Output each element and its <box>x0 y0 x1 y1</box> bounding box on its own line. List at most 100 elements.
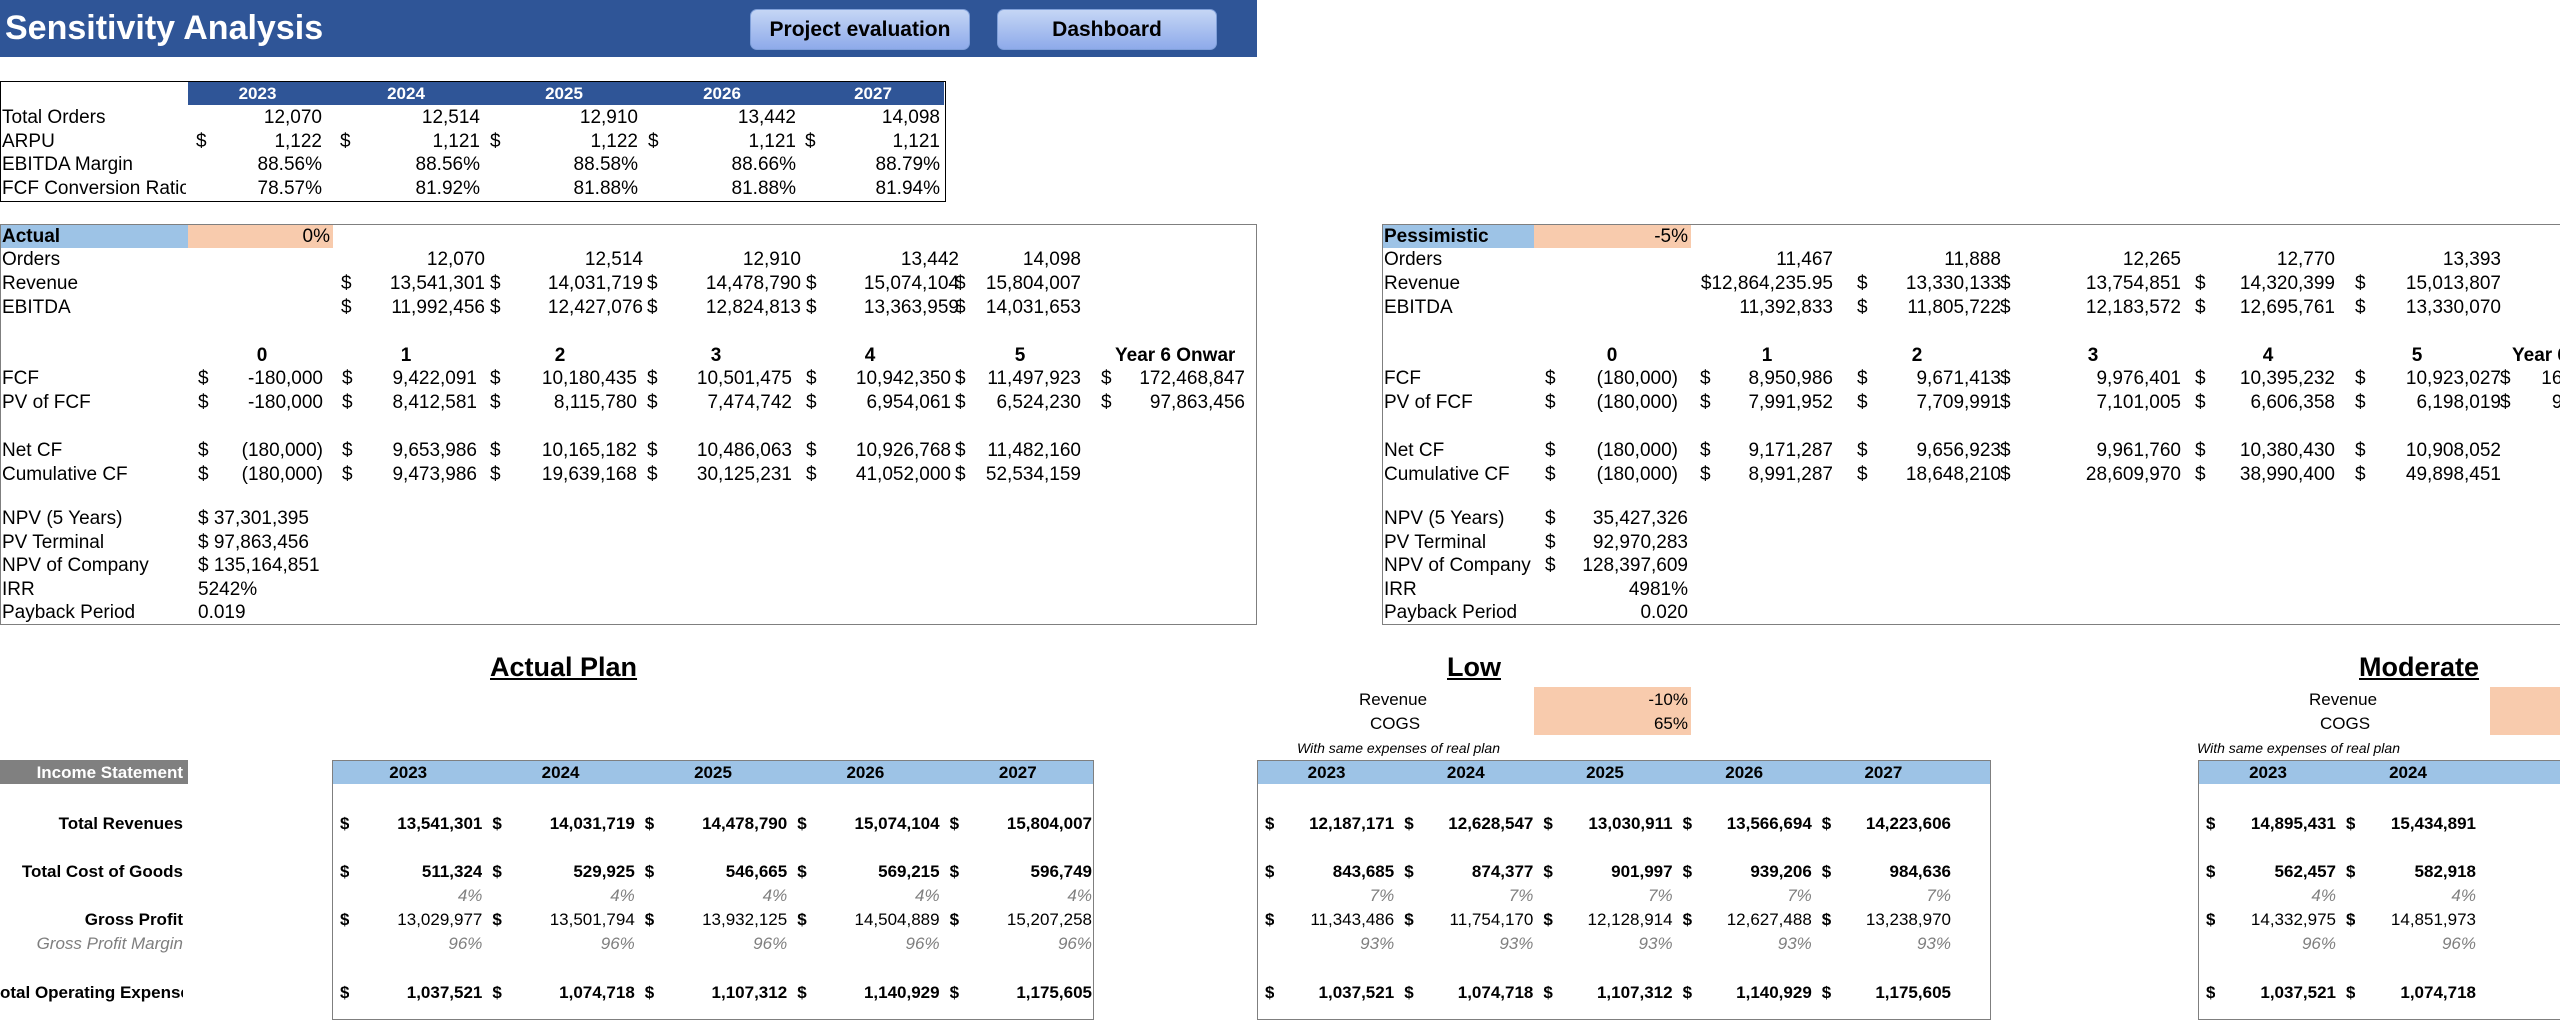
metric-value[interactable]: 35,427,326 <box>1592 508 1688 529</box>
summary-cell[interactable]: 1,122 <box>590 130 638 152</box>
actual-is-cell[interactable]: 15,804,007 <box>1006 814 1092 833</box>
low-is-cell[interactable]: 7% <box>1508 886 1534 905</box>
low-is-cell[interactable]: 7% <box>1926 886 1951 905</box>
cashflow-cell[interactable]: 7,474,742 <box>707 392 792 413</box>
ops-cell[interactable]: 14,098 <box>1022 249 1081 270</box>
low-is-cell[interactable]: 7% <box>1369 886 1395 905</box>
low-is-cell[interactable]: 984,636 <box>1889 862 1951 881</box>
ops-cell[interactable]: 13,330,070 <box>2405 297 2501 318</box>
cashflow-cell[interactable]: 9,422,091 <box>392 368 477 389</box>
cashflow-cell[interactable]: 8,991,287 <box>1748 464 1833 485</box>
summary-cell[interactable]: 88.66% <box>731 154 796 175</box>
low-is-cell[interactable]: 12,627,488 <box>1726 910 1812 929</box>
metric-value[interactable]: 0.020 <box>1640 602 1688 623</box>
cashflow-cell[interactable]: 6,954,061 <box>866 392 951 413</box>
project-evaluation-button[interactable]: Project evaluation <box>750 9 970 50</box>
cashflow-cell[interactable]: (180,000) <box>241 440 323 461</box>
summary-cell[interactable]: 13,442 <box>737 107 796 128</box>
actual-is-cell[interactable]: 1,140,929 <box>863 983 940 1002</box>
ops-cell[interactable]: 15,013,807 <box>2405 273 2501 294</box>
actual-is-cell[interactable]: 596,749 <box>1030 862 1092 881</box>
actual-is-cell[interactable]: 1,107,312 <box>711 983 788 1002</box>
cashflow-cell[interactable]: 41,052,000 <box>855 464 951 485</box>
ops-cell[interactable]: 15,804,007 <box>985 273 1081 294</box>
moderate-is-cell[interactable]: 14,332,975 <box>2250 910 2336 929</box>
cashflow-cell[interactable]: -180,000 <box>247 368 323 389</box>
low-is-cell[interactable]: 13,030,911 <box>1588 814 1673 833</box>
low-is-cell[interactable]: 11,754,170 <box>1449 910 1534 929</box>
cashflow-cell[interactable]: 49,898,451 <box>2405 464 2501 485</box>
cashflow-cell[interactable]: 172,468,847 <box>1139 368 1245 389</box>
cashflow-cell[interactable]: 8,115,780 <box>553 392 637 413</box>
summary-cell[interactable]: 81.88% <box>573 177 638 199</box>
ops-cell[interactable]: $12,864,235.95 <box>1700 273 1833 294</box>
actual-is-cell[interactable]: 511,324 <box>421 862 483 881</box>
moderate-is-cell[interactable]: 15,434,891 <box>2390 814 2476 833</box>
low-is-cell[interactable]: 1,107,312 <box>1596 983 1673 1002</box>
cashflow-cell[interactable]: 10,501,475 <box>696 368 792 389</box>
summary-cell[interactable]: 1,121 <box>748 130 796 152</box>
ops-cell[interactable]: 13,330,133 <box>1905 273 2001 294</box>
low-is-cell[interactable]: 939,206 <box>1750 862 1812 881</box>
cashflow-cell[interactable]: 8,412,581 <box>392 392 477 413</box>
actual-is-cell[interactable]: 1,037,521 <box>406 983 483 1002</box>
actual-is-cell[interactable]: 14,478,790 <box>702 814 788 833</box>
actual-is-cell[interactable]: 1,074,718 <box>559 983 635 1002</box>
moderate-is-cell[interactable]: 562,457 <box>2274 862 2336 881</box>
summary-cell[interactable]: 12,910 <box>579 107 638 128</box>
cashflow-cell[interactable]: 11,482,160 <box>987 440 1081 461</box>
cashflow-cell[interactable]: 10,165,182 <box>541 440 637 461</box>
metric-value[interactable]: 128,397,609 <box>1582 555 1688 576</box>
cashflow-cell[interactable]: 7,991,952 <box>1748 392 1833 413</box>
metric-value[interactable]: 5242% <box>198 578 258 600</box>
ops-cell[interactable]: 14,031,653 <box>985 297 1081 318</box>
cashflow-cell[interactable]: 19,639,168 <box>541 464 637 485</box>
ops-cell[interactable]: 12,695,761 <box>2239 297 2335 318</box>
actual-is-cell[interactable]: 96% <box>448 934 483 953</box>
scenario-pct[interactable]: 0% <box>302 226 330 247</box>
cashflow-cell[interactable]: 7,101,005 <box>2096 392 2181 413</box>
low-is-cell[interactable]: 14,223,606 <box>1865 814 1951 833</box>
moderate-is-cell[interactable]: 14,895,431 <box>2250 814 2336 833</box>
cashflow-cell[interactable]: -180,000 <box>247 392 323 413</box>
low-is-cell[interactable]: 12,187,171 <box>1309 814 1395 833</box>
low-is-cell[interactable]: 12,128,914 <box>1587 910 1673 929</box>
cashflow-cell[interactable]: 10,908,052 <box>2405 440 2501 461</box>
cashflow-cell[interactable]: 8,950,986 <box>1748 368 1833 389</box>
summary-cell[interactable]: 14,098 <box>881 107 940 128</box>
summary-cell[interactable]: 81.94% <box>875 177 940 199</box>
ops-cell[interactable]: 11,392,833 <box>1739 297 1833 318</box>
summary-cell[interactable]: 12,514 <box>421 107 480 128</box>
metric-value[interactable]: 0.019 <box>198 602 246 623</box>
summary-cell[interactable]: 1,121 <box>892 130 940 152</box>
dashboard-button[interactable]: Dashboard <box>997 9 1217 50</box>
low-is-cell[interactable]: 901,997 <box>1611 862 1673 881</box>
ops-cell[interactable]: 12,514 <box>584 249 643 270</box>
actual-is-cell[interactable]: 4% <box>762 886 788 905</box>
low-is-cell[interactable]: 11,343,486 <box>1310 910 1395 929</box>
cashflow-cell[interactable]: 7,709,991 <box>1916 392 2001 413</box>
cashflow-cell[interactable]: 10,926,768 <box>855 440 951 461</box>
cashflow-cell[interactable]: 10,180,435 <box>541 368 637 389</box>
ops-cell[interactable]: 11,992,456 <box>391 297 485 318</box>
low-is-cell[interactable]: 93% <box>1360 934 1395 953</box>
summary-cell[interactable]: 88.56% <box>415 154 480 175</box>
ops-cell[interactable]: 15,074,104 <box>863 273 959 294</box>
ops-cell[interactable]: 13,363,959 <box>863 297 959 318</box>
cashflow-cell[interactable]: (180,000) <box>1596 440 1678 461</box>
actual-is-cell[interactable]: 4% <box>915 886 940 905</box>
ops-cell[interactable]: 12,770 <box>2276 249 2335 270</box>
cashflow-cell[interactable]: 6,198,019 <box>2416 392 2501 413</box>
cashflow-cell[interactable]: 9,976,401 <box>2096 368 2181 389</box>
cashflow-cell[interactable]: 6,524,230 <box>996 392 1081 413</box>
actual-is-cell[interactable]: 546,665 <box>725 862 788 881</box>
low-is-cell[interactable]: 874,377 <box>1471 862 1534 881</box>
ops-cell[interactable]: 13,754,851 <box>2085 273 2181 294</box>
low-cogs-pct[interactable]: 65% <box>1653 714 1688 733</box>
cashflow-cell[interactable]: 38,990,400 <box>2239 464 2335 485</box>
cashflow-cell[interactable]: (180,000) <box>1596 392 1678 413</box>
low-is-cell[interactable]: 7% <box>1648 886 1673 905</box>
ops-cell[interactable]: 12,265 <box>2122 249 2181 270</box>
low-is-cell[interactable]: 93% <box>1638 934 1673 953</box>
cashflow-cell[interactable]: 9,653,986 <box>392 440 477 461</box>
